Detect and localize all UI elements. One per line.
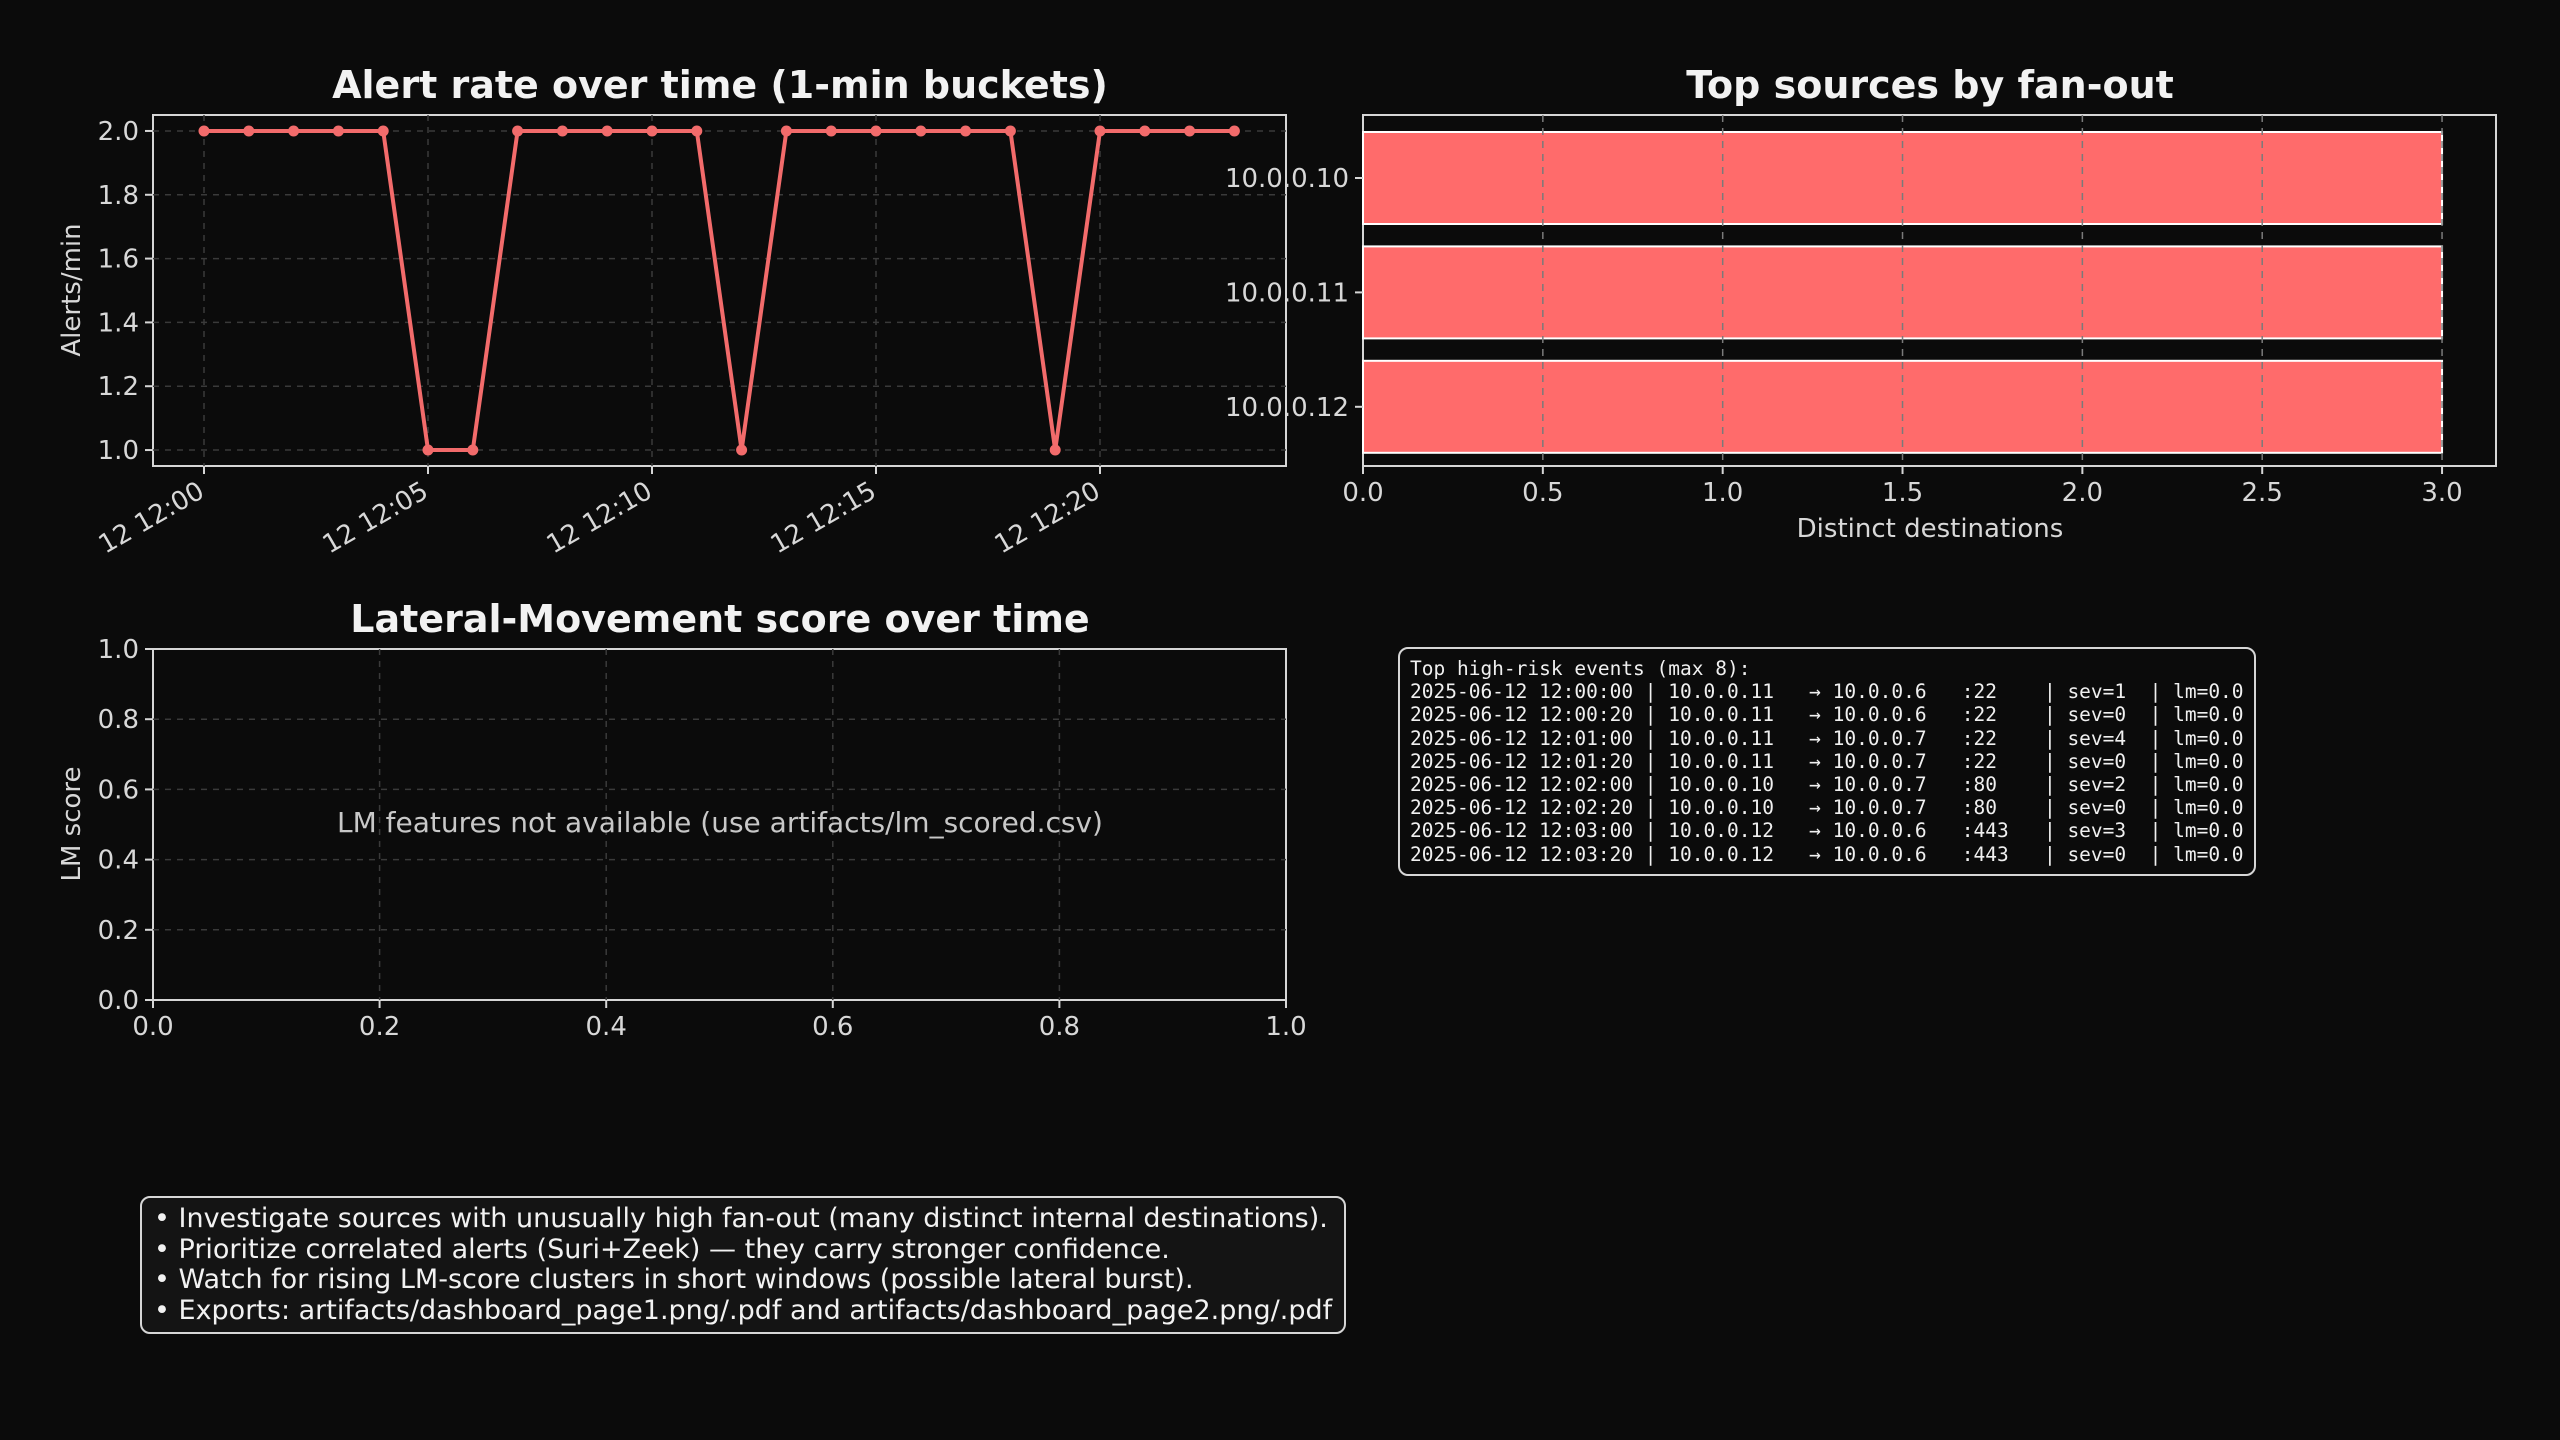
fanout-ytick-label: 10.0.0.11 [1225, 278, 1349, 308]
alert-rate-xtick-label: 12 12:15 [766, 476, 882, 560]
alert-rate-point [512, 125, 524, 137]
alert-rate-point [870, 125, 882, 137]
analyst-tips-panel: • Investigate sources with unusually hig… [140, 1196, 1347, 1334]
alert-rate-point [1004, 125, 1016, 137]
lm-score-ytick-label: 0.6 [98, 775, 139, 805]
lm-score-ylabel: LM score [57, 766, 87, 881]
fanout-xtick-label: 2.5 [2242, 478, 2283, 508]
alert-rate-point [825, 125, 837, 137]
alert-rate-point [736, 444, 748, 456]
tip-line: • Watch for rising LM-score clusters in … [154, 1264, 1194, 1295]
alert-rate-point [1184, 125, 1196, 137]
tip-line: • Exports: artifacts/dashboard_page1.png… [154, 1294, 1333, 1326]
alert-rate-ytick-label: 1.6 [98, 245, 139, 275]
alert-rate-point [243, 125, 255, 137]
lm-score-chart: Lateral-Movement score over time 0.0 0.2 0… [57, 597, 1307, 1042]
lm-score-xtick-label: 0.4 [586, 1012, 627, 1042]
alert-rate-ytick-label: 2.0 [98, 117, 139, 147]
fanout-xtick-label: 1.0 [1702, 478, 1743, 508]
fanout-xtick-label: 0.0 [1342, 478, 1383, 508]
alert-rate-ytick-label: 1.0 [98, 436, 139, 466]
high-risk-events-text: Top high-risk events (max 8): 2025-06-12… [1410, 657, 2244, 866]
alert-rate-xtick-label: 12 12:10 [542, 476, 658, 560]
tip-line: • Investigate sources with unusually hig… [154, 1203, 1328, 1234]
tip-line: • Prioritize correlated alerts (Suri+Zee… [154, 1233, 1170, 1265]
alert-rate-ylabel: Alerts/min [57, 223, 87, 356]
fanout-title: Top sources by fan-out [1686, 63, 2174, 107]
lm-score-ytick-label: 0.0 [98, 986, 139, 1016]
alert-rate-chart: Alert rate over time (1-min buckets) 1.0… [57, 63, 1287, 560]
fanout-ytick-label: 10.0.0.12 [1225, 393, 1349, 423]
alert-rate-point [467, 444, 479, 456]
alert-rate-title: Alert rate over time (1-min buckets) [332, 63, 1108, 107]
lm-score-ytick-label: 1.0 [98, 635, 139, 665]
alert-rate-point [1094, 125, 1106, 137]
fanout-ytick-label: 10.0.0.10 [1225, 164, 1349, 194]
fanout-xtick-label: 1.5 [1882, 478, 1923, 508]
lm-score-title: Lateral-Movement score over time [350, 597, 1089, 641]
alert-rate-point [422, 444, 434, 456]
lm-score-xtick-label: 0.0 [132, 1012, 173, 1042]
lm-score-ytick-label: 0.4 [98, 846, 139, 876]
alert-rate-xtick-label: 12 12:00 [94, 476, 210, 560]
fanout-xlabel: Distinct destinations [1797, 514, 2064, 544]
lm-score-xtick-label: 0.2 [359, 1012, 400, 1042]
alert-rate-point [556, 125, 568, 137]
lm-score-ytick-label: 0.2 [98, 916, 139, 946]
alert-rate-ytick-label: 1.2 [98, 372, 139, 402]
alert-rate-point [332, 125, 344, 137]
alert-rate-point [960, 125, 972, 137]
lm-score-xtick-label: 0.8 [1039, 1012, 1080, 1042]
lm-score-plot-area [152, 648, 1287, 1001]
fanout-xtick-label: 3.0 [2421, 478, 2462, 508]
alert-rate-point [646, 125, 658, 137]
alert-rate-point [288, 125, 300, 137]
high-risk-events-panel: Top high-risk events (max 8): 2025-06-12… [1398, 647, 2256, 876]
alert-rate-point [198, 125, 210, 137]
alert-rate-point [1139, 125, 1151, 137]
alert-rate-ytick-label: 1.4 [98, 308, 139, 338]
fanout-chart: Top sources by fan-out 0.0 0.5 1.0 1.5 2.0 2.… [1225, 63, 2497, 544]
alert-rate-point [780, 125, 792, 137]
alert-rate-ytick-label: 1.8 [98, 181, 139, 211]
lm-score-annotation: LM features not available (use artifacts… [337, 806, 1103, 839]
lm-score-ytick-label: 0.8 [98, 705, 139, 735]
lm-score-xtick-label: 0.6 [812, 1012, 853, 1042]
alert-rate-xtick-label: 12 12:05 [318, 476, 434, 560]
lm-score-xtick-label: 1.0 [1265, 1012, 1306, 1042]
alert-rate-point [1049, 444, 1061, 456]
alert-rate-point [1228, 125, 1240, 137]
alert-rate-point [915, 125, 927, 137]
alert-rate-point [691, 125, 703, 137]
alert-rate-point [377, 125, 389, 137]
alert-rate-series-line [204, 128, 1235, 453]
alert-rate-xtick-label: 12 12:20 [990, 476, 1106, 560]
alert-rate-point [601, 125, 613, 137]
fanout-xtick-label: 2.0 [2062, 478, 2103, 508]
fanout-xtick-label: 0.5 [1522, 478, 1563, 508]
